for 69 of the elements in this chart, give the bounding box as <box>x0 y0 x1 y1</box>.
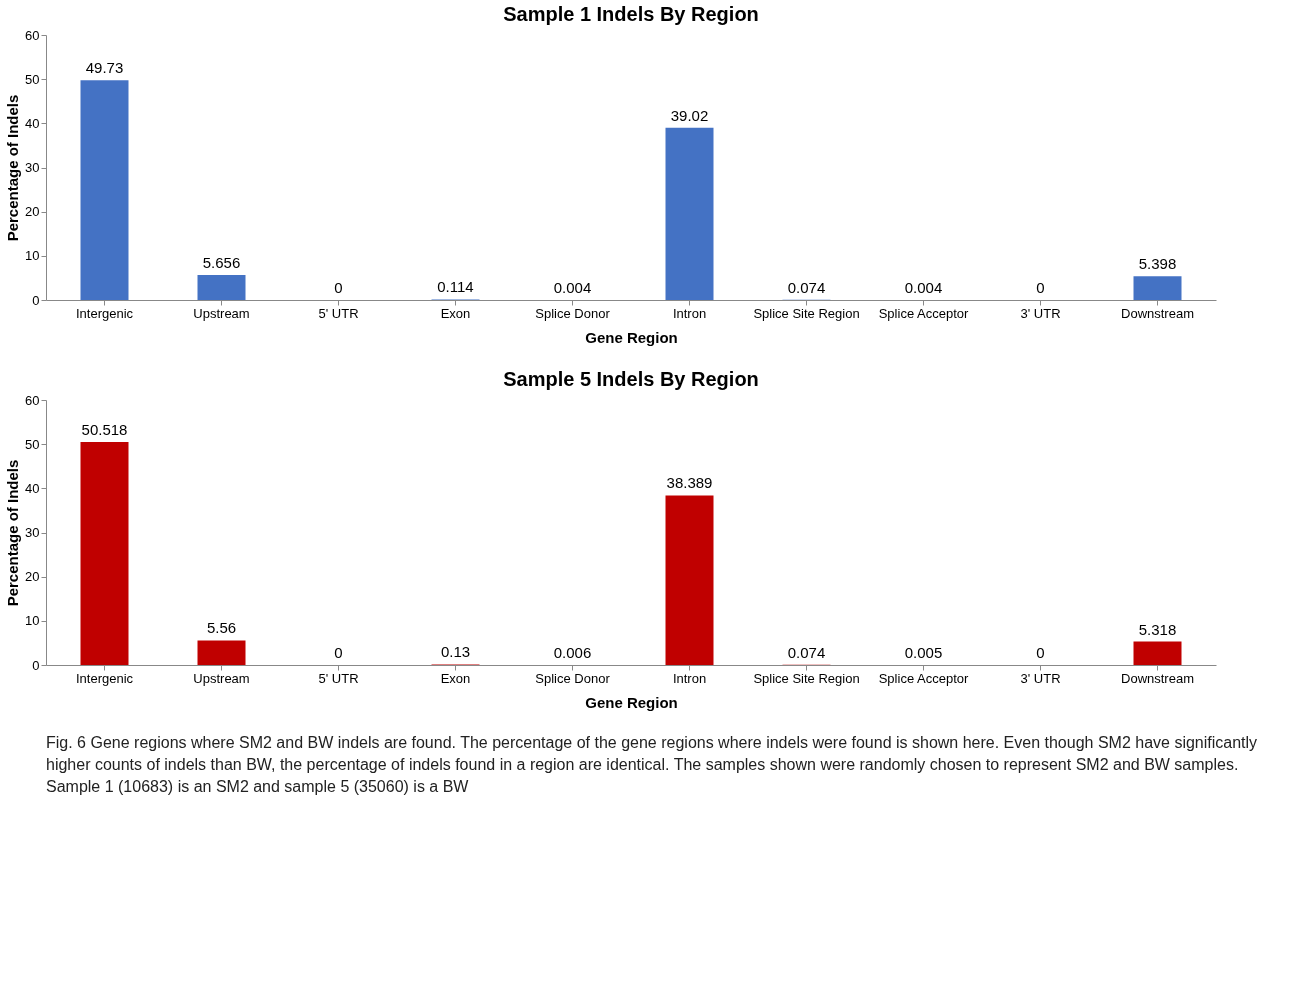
y-tick-label: 60 <box>25 27 40 43</box>
x-tick-label: Upstream <box>193 305 250 321</box>
data-label: 0.074 <box>787 278 826 296</box>
x-tick-label: Splice Acceptor <box>878 305 969 321</box>
y-axis-title: Percentage of Indels <box>4 94 22 242</box>
x-tick-label: Intergenic <box>75 305 134 321</box>
data-label: 5.656 <box>202 254 241 272</box>
x-axis-title: Gene Region <box>585 328 678 346</box>
y-tick-label: 50 <box>25 71 40 87</box>
x-tick-label: 3' UTR <box>1020 670 1061 686</box>
x-tick-label: Downstream <box>1121 305 1194 321</box>
data-label: 0.004 <box>553 278 592 296</box>
x-tick-label: Intron <box>672 670 707 686</box>
y-tick-label: 60 <box>25 392 40 408</box>
data-label: 49.73 <box>85 59 124 77</box>
data-label: 5.398 <box>1138 255 1177 273</box>
data-label: 0.006 <box>553 643 592 661</box>
data-label: 0 <box>1036 279 1045 296</box>
x-tick-label: Splice Donor <box>535 670 611 686</box>
x-tick-label: 5' UTR <box>318 305 359 321</box>
y-tick-label: 0 <box>32 657 40 673</box>
bar <box>80 80 129 300</box>
data-label: 50.518 <box>81 420 128 438</box>
data-label: 0 <box>1036 644 1045 661</box>
y-tick-label: 30 <box>25 525 40 540</box>
x-tick-label: Splice Site Region <box>753 670 860 686</box>
y-tick-label: 10 <box>25 248 40 264</box>
data-label: 39.02 <box>670 106 709 124</box>
y-tick-label: 20 <box>25 204 40 220</box>
bar <box>1133 276 1182 300</box>
data-label: 0 <box>334 644 343 661</box>
bar <box>197 640 246 665</box>
data-label: 0.004 <box>904 278 943 296</box>
data-label: 0.114 <box>437 278 474 296</box>
bar <box>80 441 129 665</box>
x-tick-label: Intergenic <box>75 670 134 686</box>
data-label: 5.318 <box>1138 620 1177 638</box>
data-label: 5.56 <box>206 619 237 637</box>
y-tick-label: 40 <box>25 480 40 496</box>
x-axis-title: Gene Region <box>585 693 678 711</box>
x-tick-label: Upstream <box>193 670 250 686</box>
x-tick-label: Exon <box>440 670 471 686</box>
y-tick-label: 20 <box>25 569 40 585</box>
x-tick-label: Downstream <box>1121 670 1194 686</box>
data-label: 0 <box>334 279 343 296</box>
y-tick-label: 30 <box>25 160 40 175</box>
x-tick-label: Intron <box>672 305 707 321</box>
x-tick-label: Exon <box>440 305 471 321</box>
y-axis-title: Percentage of Indels <box>4 459 22 607</box>
x-tick-label: Splice Acceptor <box>878 670 969 686</box>
data-label: 0.074 <box>787 643 826 661</box>
bar <box>197 275 246 300</box>
bar <box>665 127 714 300</box>
y-tick-label: 40 <box>25 115 40 131</box>
x-tick-label: Splice Site Region <box>753 305 860 321</box>
y-tick-label: 50 <box>25 436 40 452</box>
x-tick-label: 5' UTR <box>318 670 359 686</box>
data-label: 38.389 <box>666 474 713 492</box>
x-tick-label: Splice Donor <box>535 305 611 321</box>
bar <box>665 495 714 665</box>
caption: Fig. 6 Gene regions where SM2 and BW indels are found. The percentage of the gene regions where indels were found is shown here. Even though SM2 have significantly higher counts of indels than BW, the percentage of indels found in a region are identical. The samples shown were randomly chosen to represent SM2 and BW samples. Sample 1 (10683) is an SM2 and sample 5 (35060) is a BW <box>46 734 1258 795</box>
data-label: 0.005 <box>904 643 943 661</box>
y-tick-label: 10 <box>25 613 40 629</box>
bar <box>1133 641 1182 665</box>
y-tick-label: 0 <box>32 292 40 308</box>
chart-title: Sample 1 Indels By Region <box>503 3 759 25</box>
chart-title: Sample 5 Indels By Region <box>503 368 759 390</box>
x-tick-label: 3' UTR <box>1020 305 1061 321</box>
data-label: 0.13 <box>440 643 471 661</box>
